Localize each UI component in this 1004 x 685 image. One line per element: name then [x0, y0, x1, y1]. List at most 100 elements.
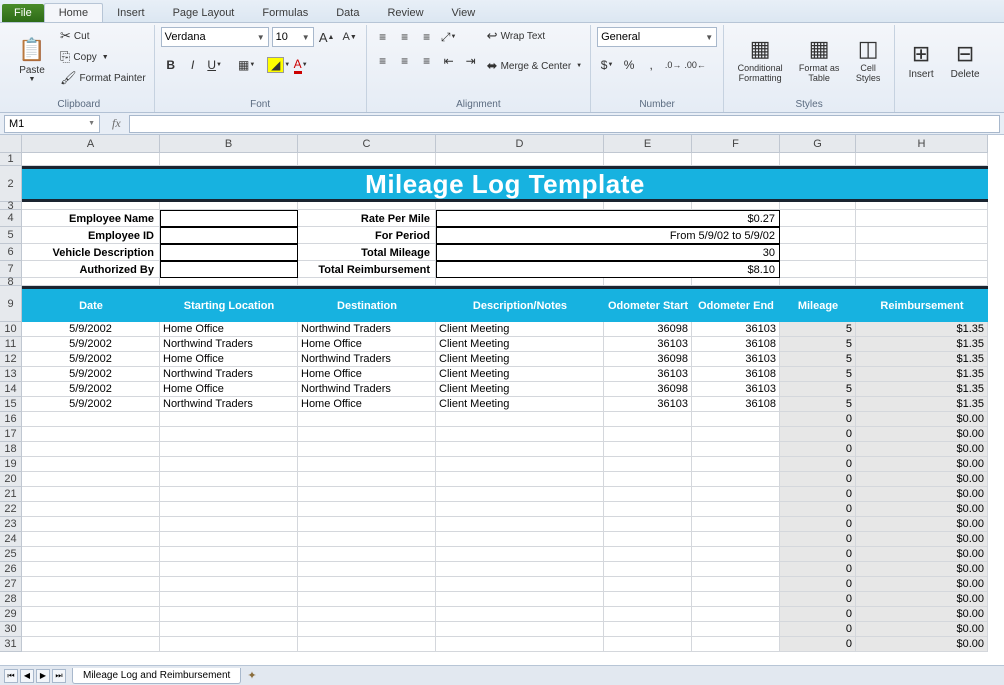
log-cell-empty[interactable] [436, 622, 604, 637]
tab-view[interactable]: View [438, 4, 490, 22]
conditional-formatting-button[interactable]: ▦Conditional Formatting [730, 27, 790, 93]
insert-cells-button[interactable]: ⊞Insert [901, 27, 941, 93]
log-cell-empty[interactable] [436, 562, 604, 577]
row-header-5[interactable]: 5 [0, 227, 22, 244]
log-cell-empty[interactable] [692, 487, 780, 502]
row-header-3[interactable]: 3 [0, 202, 22, 210]
row-header-1[interactable]: 1 [0, 153, 22, 166]
log-cell[interactable]: Northwind Traders [160, 337, 298, 352]
log-cell-empty[interactable] [22, 457, 160, 472]
log-cell-empty[interactable] [298, 592, 436, 607]
fill-color-button[interactable]: ◢▼ [269, 55, 289, 75]
log-cell[interactable]: 36098 [604, 382, 692, 397]
log-cell-empty[interactable]: 0 [780, 412, 856, 427]
merge-center-button[interactable]: ⬌Merge & Center▼ [485, 57, 584, 75]
log-cell-empty[interactable] [436, 532, 604, 547]
log-cell-empty[interactable] [436, 502, 604, 517]
row-header-30[interactable]: 30 [0, 622, 22, 637]
column-header-F[interactable]: F [692, 135, 780, 153]
row-header-23[interactable]: 23 [0, 517, 22, 532]
tab-data[interactable]: Data [322, 4, 373, 22]
log-cell[interactable]: Client Meeting [436, 382, 604, 397]
log-cell[interactable]: $1.35 [856, 337, 988, 352]
log-cell-empty[interactable] [604, 427, 692, 442]
log-cell[interactable]: Northwind Traders [160, 397, 298, 412]
log-cell-empty[interactable] [436, 547, 604, 562]
log-cell[interactable]: 5 [780, 367, 856, 382]
row-header-24[interactable]: 24 [0, 532, 22, 547]
log-cell-empty[interactable]: $0.00 [856, 577, 988, 592]
row-header-11[interactable]: 11 [0, 337, 22, 352]
log-cell-empty[interactable] [298, 577, 436, 592]
log-cell[interactable]: 5/9/2002 [22, 367, 160, 382]
log-cell-empty[interactable] [604, 607, 692, 622]
log-cell-empty[interactable] [692, 562, 780, 577]
cells-area[interactable]: Mileage Log TemplateEmployee NameEmploye… [22, 153, 988, 652]
log-cell-empty[interactable]: 0 [780, 532, 856, 547]
log-cell-empty[interactable]: $0.00 [856, 427, 988, 442]
log-cell-empty[interactable]: 0 [780, 472, 856, 487]
decrease-font-button[interactable]: A▼ [340, 27, 360, 47]
log-cell-empty[interactable]: 0 [780, 592, 856, 607]
log-cell[interactable]: 36103 [604, 337, 692, 352]
log-cell[interactable]: Client Meeting [436, 397, 604, 412]
log-cell-empty[interactable] [436, 637, 604, 652]
log-cell-empty[interactable] [436, 517, 604, 532]
log-cell-empty[interactable] [604, 517, 692, 532]
value-period[interactable]: From 5/9/02 to 5/9/02 [436, 227, 780, 244]
log-cell[interactable]: 36108 [692, 397, 780, 412]
log-cell[interactable]: 36103 [604, 367, 692, 382]
log-cell-empty[interactable] [160, 622, 298, 637]
comma-button[interactable]: , [641, 55, 661, 75]
log-cell-empty[interactable]: 0 [780, 457, 856, 472]
log-cell-empty[interactable] [298, 457, 436, 472]
log-cell-empty[interactable] [160, 412, 298, 427]
log-cell[interactable]: 36098 [604, 352, 692, 367]
log-cell-empty[interactable] [22, 562, 160, 577]
log-cell[interactable]: 5 [780, 397, 856, 412]
log-cell-empty[interactable] [298, 622, 436, 637]
column-header-G[interactable]: G [780, 135, 856, 153]
log-cell-empty[interactable]: $0.00 [856, 637, 988, 652]
log-cell-empty[interactable] [692, 622, 780, 637]
log-cell[interactable]: Home Office [160, 382, 298, 397]
log-cell-empty[interactable]: 0 [780, 427, 856, 442]
log-cell-empty[interactable]: $0.00 [856, 592, 988, 607]
row-header-8[interactable]: 8 [0, 278, 22, 286]
log-cell-empty[interactable] [160, 472, 298, 487]
log-cell-empty[interactable] [22, 517, 160, 532]
log-cell-empty[interactable] [160, 502, 298, 517]
log-cell[interactable]: Client Meeting [436, 352, 604, 367]
log-cell[interactable]: Client Meeting [436, 367, 604, 382]
log-cell-empty[interactable] [604, 547, 692, 562]
log-cell-empty[interactable] [160, 487, 298, 502]
increase-indent-button[interactable]: ⇥ [461, 51, 481, 71]
log-cell-empty[interactable] [298, 472, 436, 487]
row-header-20[interactable]: 20 [0, 472, 22, 487]
log-cell-empty[interactable] [298, 502, 436, 517]
log-cell[interactable]: 5 [780, 352, 856, 367]
log-cell-empty[interactable] [298, 442, 436, 457]
log-cell[interactable]: 5/9/2002 [22, 352, 160, 367]
copy-button[interactable]: ⎘Copy▼ [58, 48, 148, 66]
log-cell-empty[interactable]: $0.00 [856, 607, 988, 622]
align-left-button[interactable]: ≡ [373, 51, 393, 71]
log-cell-empty[interactable]: $0.00 [856, 487, 988, 502]
log-cell-empty[interactable] [436, 427, 604, 442]
log-cell-empty[interactable] [22, 592, 160, 607]
log-cell[interactable]: 5 [780, 322, 856, 337]
log-cell-empty[interactable]: $0.00 [856, 442, 988, 457]
format-painter-button[interactable]: 🖌Format Painter [58, 69, 148, 87]
log-cell-empty[interactable] [160, 532, 298, 547]
log-cell-empty[interactable]: $0.00 [856, 517, 988, 532]
log-cell-empty[interactable] [692, 472, 780, 487]
log-cell-empty[interactable]: 0 [780, 487, 856, 502]
log-cell-empty[interactable] [22, 532, 160, 547]
log-cell-empty[interactable] [298, 427, 436, 442]
row-header-29[interactable]: 29 [0, 607, 22, 622]
log-cell-empty[interactable]: $0.00 [856, 472, 988, 487]
border-button[interactable]: ▦▼ [237, 55, 257, 75]
log-cell-empty[interactable]: 0 [780, 577, 856, 592]
log-cell-empty[interactable] [160, 637, 298, 652]
underline-button[interactable]: U▼ [205, 55, 225, 75]
